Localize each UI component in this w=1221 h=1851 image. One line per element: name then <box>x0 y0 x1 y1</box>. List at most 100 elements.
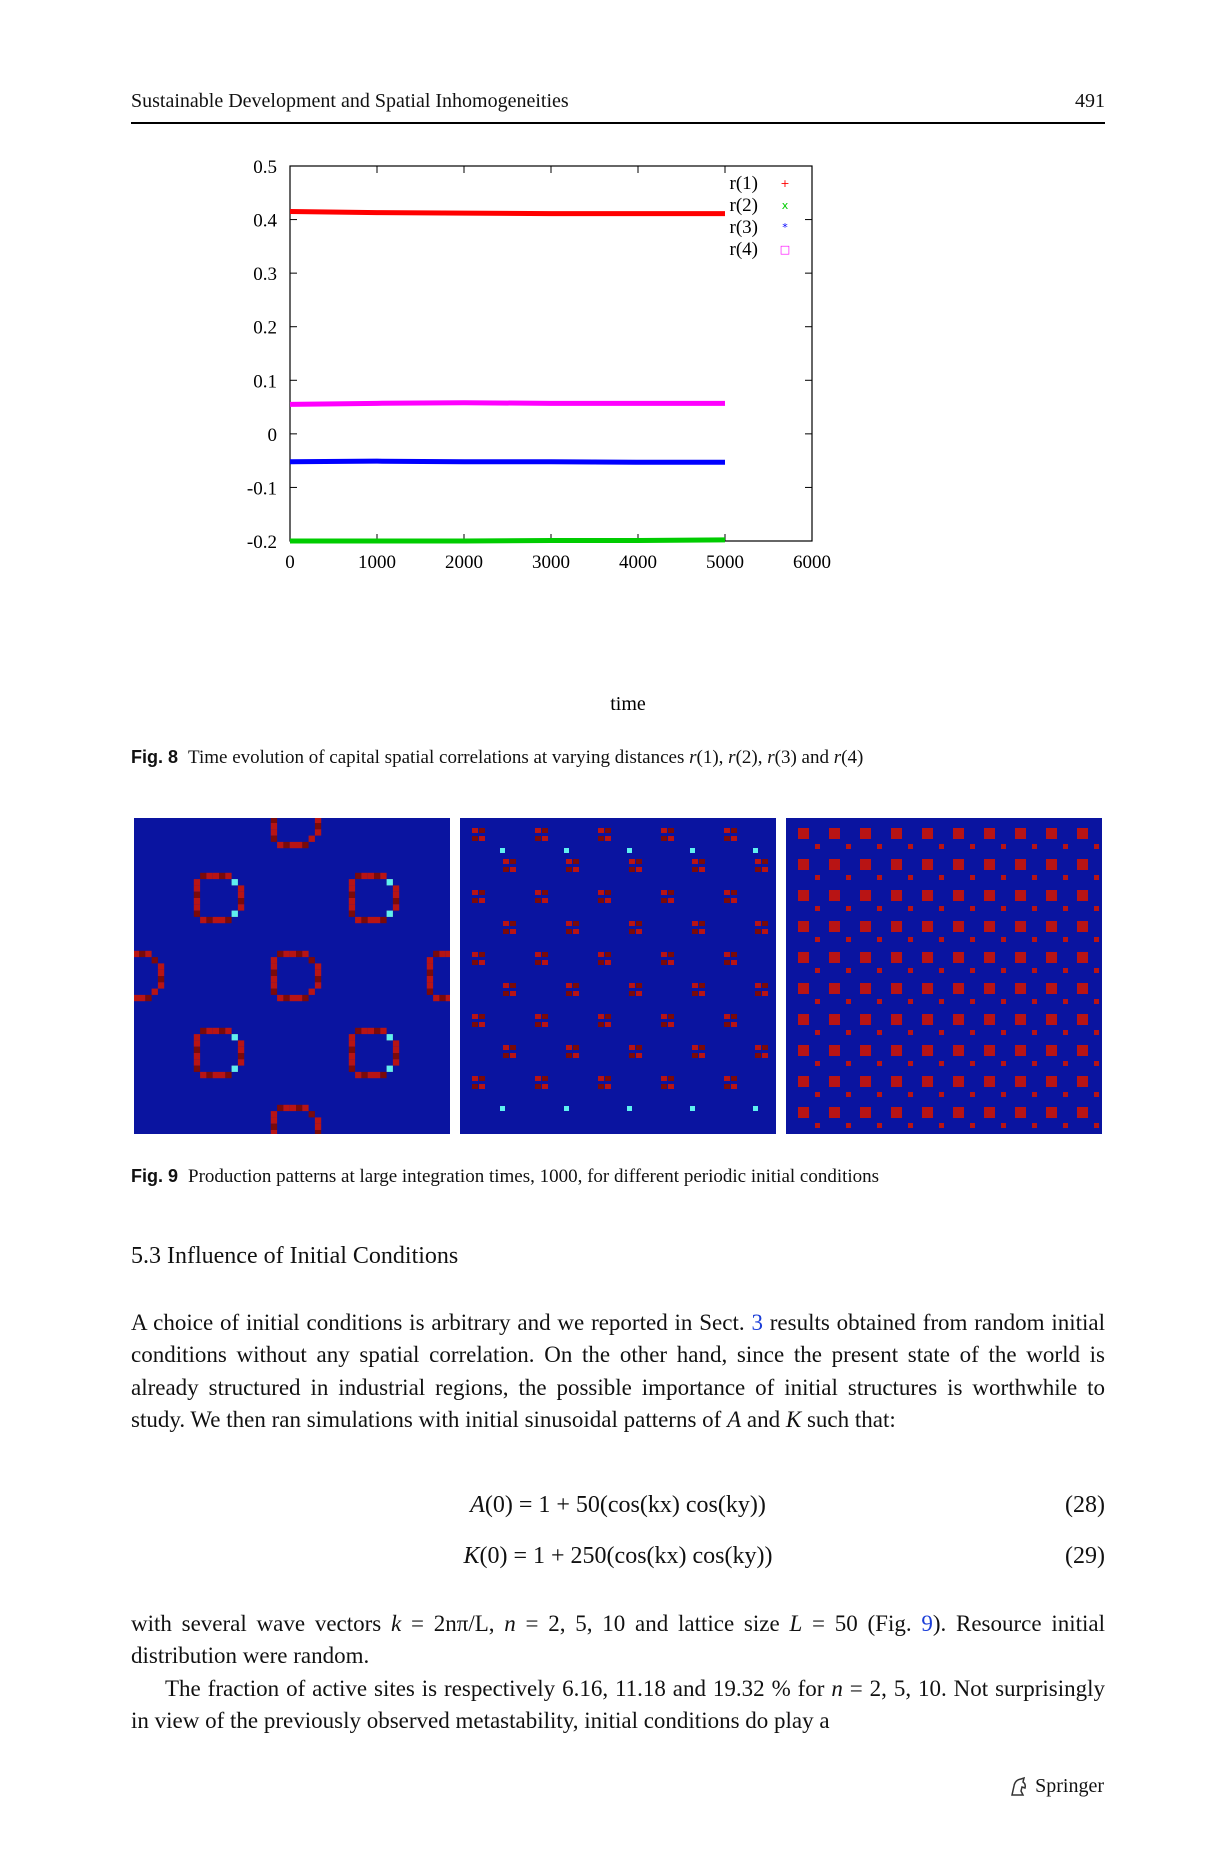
y-tick-label: 0.5 <box>253 157 277 178</box>
active-site <box>445 994 450 1002</box>
active-site <box>270 835 278 842</box>
active-site <box>970 844 975 849</box>
active-site <box>1032 968 1037 973</box>
active-site <box>846 844 851 849</box>
active-site <box>225 872 232 880</box>
active-site <box>479 890 485 895</box>
page-number: 491 <box>1075 90 1105 112</box>
active-site <box>699 1045 705 1050</box>
active-site <box>426 969 434 976</box>
legend-label-1: r(1) <box>730 173 758 194</box>
active-site <box>472 952 478 957</box>
cyan-site <box>231 879 238 886</box>
active-site <box>970 906 975 911</box>
active-site <box>1094 844 1099 849</box>
active-site <box>829 1045 840 1056</box>
active-site <box>503 859 509 864</box>
cyan-site <box>564 848 569 853</box>
active-site <box>566 859 572 864</box>
x-tick-label: 3000 <box>532 552 570 573</box>
para2-text-c: = 2, 5, 10 and lattice size <box>515 1611 790 1636</box>
active-site <box>237 898 245 905</box>
active-site <box>724 960 730 965</box>
sect-3-link[interactable]: 3 <box>751 1310 763 1335</box>
active-site <box>1015 1076 1026 1087</box>
eq29-body: K(0) = 1 + 250(cos(kx) cos(ky)) <box>131 1543 1105 1570</box>
active-site <box>1015 921 1026 932</box>
fig8-a1: (1), <box>696 747 729 768</box>
active-site <box>846 875 851 880</box>
active-site <box>193 1059 201 1066</box>
active-site <box>846 1123 851 1128</box>
active-site <box>355 1071 362 1079</box>
active-site <box>699 1053 705 1058</box>
active-site <box>361 916 368 924</box>
active-site <box>542 1076 548 1081</box>
active-site <box>566 1045 572 1050</box>
cyan-site <box>753 848 758 853</box>
active-site <box>1077 921 1088 932</box>
active-site <box>922 952 933 963</box>
active-site <box>151 957 158 964</box>
fig8-a3: (3) and <box>774 747 834 768</box>
active-site <box>1001 1092 1006 1097</box>
y-tick-label: 0 <box>268 425 278 446</box>
active-site <box>535 1014 541 1019</box>
active-site <box>219 916 226 924</box>
active-site <box>535 1076 541 1081</box>
active-site <box>439 950 446 958</box>
active-site <box>798 921 809 932</box>
active-site <box>755 1045 761 1050</box>
active-site <box>542 890 548 895</box>
active-site <box>134 994 139 1002</box>
fig-9-link[interactable]: 9 <box>921 1611 933 1636</box>
active-site <box>139 994 146 1002</box>
active-site <box>1046 983 1057 994</box>
active-site <box>392 898 400 905</box>
active-site <box>1077 1107 1088 1118</box>
active-site <box>1094 1092 1099 1097</box>
active-site <box>308 988 315 995</box>
active-site <box>984 983 995 994</box>
active-site <box>1015 828 1026 839</box>
active-site <box>314 969 322 976</box>
active-site <box>860 1014 871 1025</box>
active-site <box>1015 1014 1026 1025</box>
active-site <box>829 1107 840 1118</box>
active-site <box>755 991 761 996</box>
active-site <box>731 1022 737 1027</box>
active-site <box>348 910 356 917</box>
active-site <box>1032 906 1037 911</box>
active-site <box>605 1076 611 1081</box>
active-site <box>798 1076 809 1087</box>
pattern-background <box>134 818 450 1134</box>
x-tick-label: 6000 <box>793 552 831 573</box>
paragraph-1: A choice of initial conditions is arbitr… <box>131 1307 1105 1437</box>
active-site <box>731 1084 737 1089</box>
active-site <box>1094 968 1099 973</box>
active-site <box>860 1107 871 1118</box>
active-site <box>598 898 604 903</box>
cyan-site <box>386 879 393 886</box>
active-site <box>755 859 761 864</box>
active-site <box>361 1071 368 1079</box>
eq29-number: (29) <box>1065 1543 1105 1569</box>
active-site <box>984 890 995 901</box>
active-site <box>922 1107 933 1118</box>
x-tick-label: 1000 <box>358 552 396 573</box>
header-rule <box>131 122 1105 124</box>
active-site <box>296 841 303 849</box>
active-site <box>939 875 944 880</box>
active-site <box>193 1040 201 1047</box>
active-site <box>1001 1030 1006 1035</box>
active-site <box>510 859 516 864</box>
y-tick-label: -0.1 <box>247 478 277 499</box>
active-site <box>479 952 485 957</box>
active-site <box>829 952 840 963</box>
active-site <box>439 994 446 1002</box>
active-site <box>237 904 245 911</box>
active-site <box>1046 1076 1057 1087</box>
active-site <box>472 1022 478 1027</box>
legend-marker-1: + <box>780 177 789 190</box>
active-site <box>1063 1123 1068 1128</box>
